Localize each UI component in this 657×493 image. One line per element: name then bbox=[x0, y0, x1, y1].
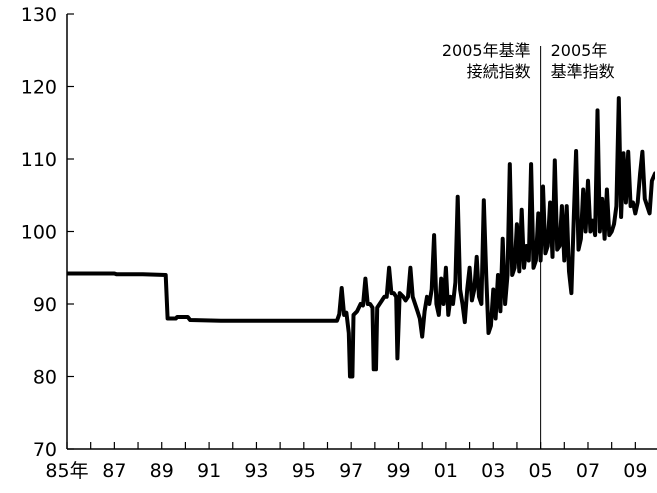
x-tick-label: 09 bbox=[623, 460, 647, 482]
x-tick-label: 03 bbox=[481, 460, 505, 482]
x-tick-label: 95 bbox=[292, 460, 316, 482]
axes bbox=[66, 13, 657, 450]
x-tick-label: 85年 bbox=[45, 460, 88, 482]
x-tick-label: 99 bbox=[386, 460, 410, 482]
x-tick-label: 05 bbox=[529, 460, 553, 482]
y-tick-label: 80 bbox=[33, 367, 57, 389]
x-tick-label: 91 bbox=[197, 460, 221, 482]
x-tick-label: 01 bbox=[434, 460, 458, 482]
x-tick-label: 93 bbox=[244, 460, 268, 482]
annotation-linked-index-line: 接続指数 bbox=[467, 62, 531, 81]
y-tick-labels: 70 80 90 100 110 120 130 bbox=[21, 4, 57, 461]
series-line bbox=[67, 96, 655, 379]
x-tick-label: 97 bbox=[339, 460, 363, 482]
annotation-base-index-line: 2005年 bbox=[551, 41, 608, 60]
series-group bbox=[67, 96, 655, 379]
x-tick-label: 07 bbox=[576, 460, 600, 482]
x-tick-label: 89 bbox=[150, 460, 174, 482]
y-tick-label: 70 bbox=[33, 439, 57, 461]
y-tick-label: 120 bbox=[21, 77, 57, 99]
y-tick-label: 100 bbox=[21, 222, 57, 244]
annotation-base-index-line: 基準指数 bbox=[551, 62, 615, 81]
y-tick-label: 130 bbox=[21, 4, 57, 26]
y-tick-label: 90 bbox=[33, 294, 57, 316]
annotation-linked-index-line: 2005年基準 bbox=[442, 41, 531, 60]
x-tick-label: 87 bbox=[102, 460, 126, 482]
x-tick-labels: 85年 87 89 91 93 95 97 99 01 03 05 07 09 bbox=[45, 460, 647, 482]
y-tick-label: 110 bbox=[21, 149, 57, 171]
